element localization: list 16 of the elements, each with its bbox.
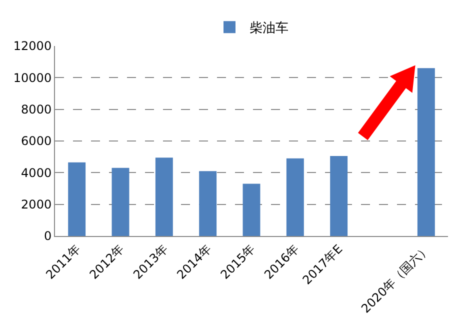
bar (417, 68, 435, 236)
legend-label: 柴油车 (250, 21, 288, 36)
bar (330, 156, 348, 236)
y-tick-label: 6000 (21, 134, 52, 148)
bar (68, 162, 86, 236)
bar (155, 158, 173, 236)
y-tick-label: 10000 (13, 70, 52, 85)
y-tick-label: 8000 (21, 102, 52, 117)
y-tick-label: 4000 (21, 166, 52, 180)
bar (286, 158, 304, 236)
bar (112, 168, 130, 236)
y-tick-label: 0 (44, 229, 52, 244)
y-tick-label: 2000 (21, 198, 52, 212)
y-tick-label: 12000 (13, 39, 52, 54)
bar (199, 171, 217, 236)
bar (242, 184, 260, 236)
